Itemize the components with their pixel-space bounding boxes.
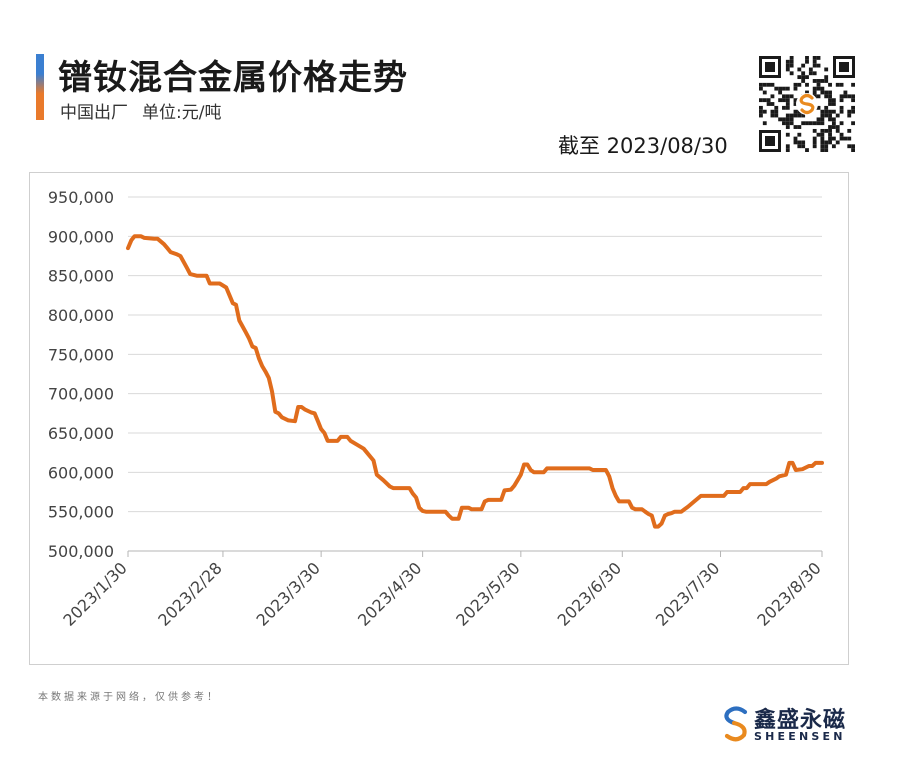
chart-subtitle: 中国出厂 单位:元/吨 [60, 98, 235, 123]
brand-name: 鑫盛永磁 [754, 708, 847, 733]
x-tick-label: 2023/7/30 [652, 558, 723, 629]
data-source-note: 本数据来源于网络，仅供参考！ [38, 692, 220, 703]
y-tick-label: 600,000 [48, 463, 114, 482]
y-tick-label: 950,000 [48, 188, 114, 207]
y-tick-label: 650,000 [48, 424, 114, 443]
x-tick-label: 2023/2/28 [154, 558, 225, 629]
origin-label: 中国出厂 [60, 103, 128, 123]
unit-label: 单位:元/吨 [142, 103, 222, 123]
y-tick-label: 800,000 [48, 306, 114, 325]
x-tick-label: 2023/5/30 [452, 558, 523, 629]
chart-title: 镨钕混合金属价格走势 [58, 58, 408, 98]
price-series-line [126, 234, 824, 529]
y-tick-label: 700,000 [48, 385, 114, 404]
qr-code-icon [757, 54, 857, 154]
x-tick-label: 2023/8/30 [753, 558, 824, 629]
x-tick-label: 2023/6/30 [554, 558, 625, 629]
y-tick-label: 850,000 [48, 267, 114, 286]
y-tick-label: 750,000 [48, 345, 114, 364]
line-chart: 500,000 550,000 600,000 650,000 700,000 750,0… [48, 188, 825, 630]
brand-subtitle: SHEENSEN [754, 730, 846, 743]
x-tick-label: 2023/4/30 [354, 558, 425, 629]
y-tick-label: 900,000 [48, 227, 114, 246]
x-tick-label: 2023/3/30 [253, 558, 324, 629]
as-of-date: 截至 2023/08/30 [558, 134, 728, 158]
sheensen-logo-icon [724, 706, 748, 742]
x-tick-label: 2023/1/30 [59, 558, 130, 629]
y-tick-label: 550,000 [48, 503, 114, 522]
y-tick-label: 500,000 [48, 542, 114, 561]
brand-logo: 鑫盛永磁 SHEENSEN [720, 700, 860, 748]
title-accent-bar [36, 54, 44, 120]
chart-frame: 500,000 550,000 600,000 650,000 700,000 750,0… [29, 172, 849, 665]
